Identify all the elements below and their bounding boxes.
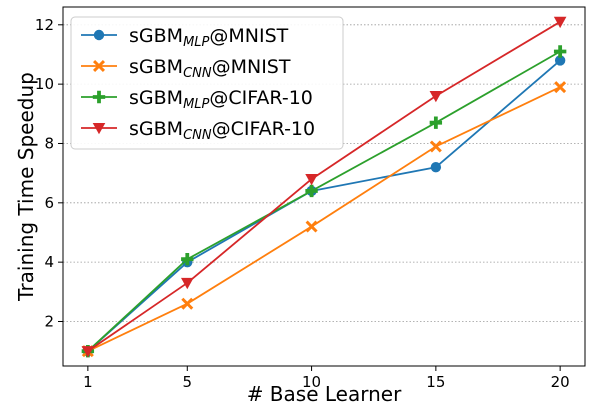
y-tick-label: 4 <box>44 253 54 271</box>
legend-label: sGBMMLP@CIFAR-10 <box>129 87 313 112</box>
legend-item: sGBMCNN@CIFAR-10 <box>81 118 315 143</box>
x-tick-label: 10 <box>302 373 321 391</box>
x-tick-label: 20 <box>551 373 570 391</box>
data-point-triangle-down <box>92 122 106 135</box>
data-point-triangle-down <box>429 90 443 103</box>
legend-label: sGBMCNN@CIFAR-10 <box>129 118 315 143</box>
data-point-x <box>305 220 318 233</box>
data-point-triangle-down <box>305 174 318 186</box>
x-tick-label: 15 <box>426 373 445 391</box>
data-point-triangle-down <box>553 16 567 29</box>
data-point-plus <box>92 90 106 104</box>
y-tick-label: 10 <box>35 75 54 93</box>
series-3 <box>81 16 567 358</box>
x-tick-label: 1 <box>83 373 93 391</box>
legend-label: sGBMCNN@MNIST <box>129 56 291 81</box>
data-point-plus <box>553 45 567 58</box>
data-point-x <box>429 140 442 153</box>
data-point-x <box>181 297 194 310</box>
data-point-circle <box>430 162 442 173</box>
y-tick-label: 6 <box>44 194 54 212</box>
grid-lines <box>63 24 585 322</box>
legend-item: sGBMCNN@MNIST <box>81 56 291 81</box>
legend-item: sGBMMLP@CIFAR-10 <box>81 87 313 112</box>
legend-item: sGBMMLP@MNIST <box>81 25 289 50</box>
y-tick-label: 12 <box>35 16 54 34</box>
data-point-circle <box>93 29 105 41</box>
y-axis-title: Training Time Speedup <box>14 72 38 302</box>
y-tick-label: 8 <box>44 134 54 152</box>
data-point-plus <box>429 116 443 129</box>
data-point-x <box>554 81 567 94</box>
series-1 <box>81 81 567 358</box>
x-tick-label: 5 <box>183 373 193 391</box>
data-point-plus <box>305 184 318 198</box>
data-point-triangle-down <box>180 277 194 290</box>
legend: sGBMMLP@MNIST sGBMCNN@MNIST sGBMMLP@CIFAR-… <box>70 16 344 150</box>
data-point-circle <box>554 55 566 66</box>
data-point-plus <box>181 252 194 266</box>
x-axis-title: # Base Learner <box>247 382 402 406</box>
series-lines <box>81 16 567 358</box>
data-point-x <box>93 60 105 72</box>
data-point-triangle-down <box>81 346 95 358</box>
y-tick-label: 2 <box>44 312 54 330</box>
plot-area-frame <box>62 6 586 367</box>
legend-label: sGBMMLP@MNIST <box>129 25 289 50</box>
legend-box <box>70 16 344 150</box>
